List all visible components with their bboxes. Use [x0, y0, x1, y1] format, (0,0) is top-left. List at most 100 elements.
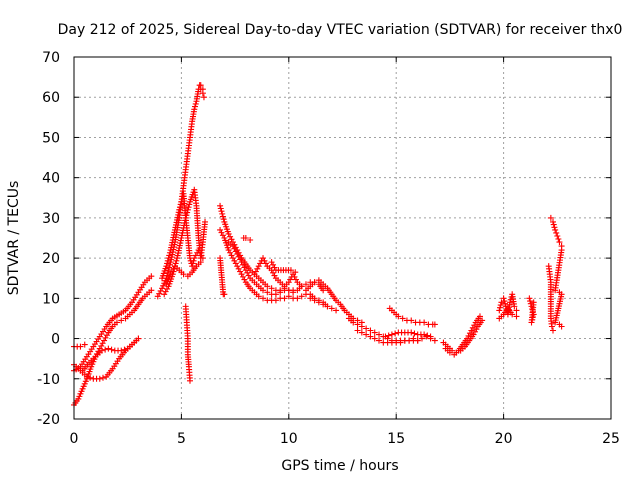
data-point: [173, 257, 180, 264]
chart-title: Day 212 of 2025, Sidereal Day-to-day VTE…: [58, 22, 623, 38]
data-point: [242, 267, 249, 274]
data-point: [95, 348, 102, 355]
data-point: [354, 321, 361, 328]
data-point: [235, 265, 242, 272]
data-point: [98, 342, 105, 349]
data-point: [333, 307, 340, 314]
data-point: [98, 347, 105, 354]
data-point: [219, 213, 226, 220]
data-point: [408, 317, 415, 324]
data-point: [154, 293, 161, 300]
data-point: [548, 323, 555, 330]
data-point: [268, 285, 275, 292]
data-point: [397, 339, 404, 346]
y-tick-label: 30: [42, 211, 60, 227]
data-point: [285, 279, 292, 286]
data-point: [229, 243, 236, 250]
data-point: [376, 337, 383, 344]
data-point: [118, 317, 125, 324]
data-point: [200, 94, 207, 101]
data-point: [93, 350, 100, 357]
data-point: [552, 226, 559, 233]
data-point: [287, 276, 294, 283]
data-point: [202, 218, 209, 225]
data-point: [238, 259, 245, 266]
data-point: [255, 293, 262, 300]
data-point: [270, 269, 277, 276]
data-point: [469, 324, 476, 331]
data-point: [294, 295, 301, 302]
data-point: [225, 247, 232, 254]
data-point: [260, 287, 267, 294]
data-point: [257, 260, 264, 267]
data-point: [198, 252, 205, 259]
data-point: [164, 285, 171, 292]
data-point: [260, 255, 267, 262]
data-point: [99, 374, 106, 381]
data-point: [231, 257, 238, 264]
data-point: [217, 202, 224, 209]
data-point: [367, 327, 374, 334]
data-point: [268, 259, 275, 266]
data-point: [328, 305, 335, 312]
data-point: [550, 218, 557, 225]
data-point: [367, 333, 374, 340]
data-point: [77, 343, 84, 350]
data-point: [166, 249, 173, 256]
data-point: [156, 290, 163, 297]
x-axis-label: GPS time / hours: [281, 458, 398, 474]
data-point: [527, 300, 534, 307]
data-point: [468, 327, 475, 334]
data-point: [163, 263, 170, 270]
data-point: [239, 261, 246, 268]
data-point: [262, 260, 269, 267]
data-point: [264, 289, 271, 296]
data-point: [513, 307, 520, 314]
data-point: [218, 229, 225, 236]
data-point: [166, 252, 173, 259]
data-point: [431, 337, 438, 344]
data-point: [165, 267, 172, 274]
data-point: [135, 335, 142, 342]
data-point: [290, 287, 297, 294]
data-point: [558, 323, 565, 330]
data-point: [555, 236, 562, 243]
data-point: [148, 287, 155, 294]
data-point: [388, 331, 395, 338]
data-point: [272, 291, 279, 298]
axis-ticks: 0 5 10 15 20 25 -20 -10 0 10 20 30 40 50 60 70: [37, 50, 620, 447]
data-point: [406, 337, 413, 344]
data-point: [507, 299, 514, 306]
data-point: [291, 273, 298, 280]
data-point: [556, 239, 563, 246]
data-point: [354, 327, 361, 334]
data-point: [118, 347, 125, 354]
data-point: [101, 337, 108, 344]
data-point: [285, 293, 292, 300]
data-point: [526, 295, 533, 302]
data-point: [199, 90, 206, 97]
data-point: [277, 289, 284, 296]
data-point: [83, 373, 90, 380]
data-point: [466, 330, 473, 337]
data-point: [192, 252, 199, 259]
y-tick-label: 70: [42, 50, 60, 66]
data-point: [554, 232, 561, 239]
data-point: [547, 214, 554, 221]
grid-lines: [74, 57, 611, 419]
data-point: [382, 333, 389, 340]
data-point: [176, 204, 183, 211]
data-point: [162, 288, 169, 295]
data-point: [307, 295, 314, 302]
data-point: [281, 295, 288, 302]
data-point: [241, 264, 248, 271]
data-point: [395, 313, 402, 320]
data-point: [219, 210, 226, 217]
data-point: [446, 349, 453, 356]
data-point: [186, 201, 193, 208]
data-point: [552, 319, 559, 326]
data-point: [261, 257, 268, 264]
data-point: [476, 313, 483, 320]
data-point: [185, 204, 192, 211]
data-point: [219, 232, 226, 239]
